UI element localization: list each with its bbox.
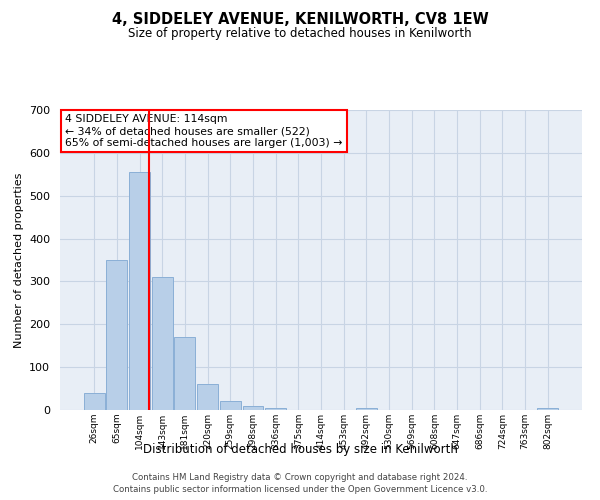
Bar	[197, 384, 218, 410]
Bar	[242, 406, 263, 410]
Text: 4, SIDDELEY AVENUE, KENILWORTH, CV8 1EW: 4, SIDDELEY AVENUE, KENILWORTH, CV8 1EW	[112, 12, 488, 28]
Text: Distribution of detached houses by size in Kenilworth: Distribution of detached houses by size …	[143, 442, 457, 456]
Text: 4 SIDDELEY AVENUE: 114sqm
← 34% of detached houses are smaller (522)
65% of semi: 4 SIDDELEY AVENUE: 114sqm ← 34% of detac…	[65, 114, 343, 148]
Bar	[220, 400, 241, 410]
Bar	[538, 408, 558, 410]
Text: Contains public sector information licensed under the Open Government Licence v3: Contains public sector information licen…	[113, 485, 487, 494]
Bar	[84, 393, 104, 410]
Bar	[265, 408, 286, 410]
Bar	[175, 337, 196, 410]
Y-axis label: Number of detached properties: Number of detached properties	[14, 172, 23, 348]
Bar	[106, 260, 127, 410]
Text: Contains HM Land Registry data © Crown copyright and database right 2024.: Contains HM Land Registry data © Crown c…	[132, 472, 468, 482]
Text: Size of property relative to detached houses in Kenilworth: Size of property relative to detached ho…	[128, 28, 472, 40]
Bar	[356, 408, 377, 410]
Bar	[129, 172, 150, 410]
Bar	[152, 277, 173, 410]
